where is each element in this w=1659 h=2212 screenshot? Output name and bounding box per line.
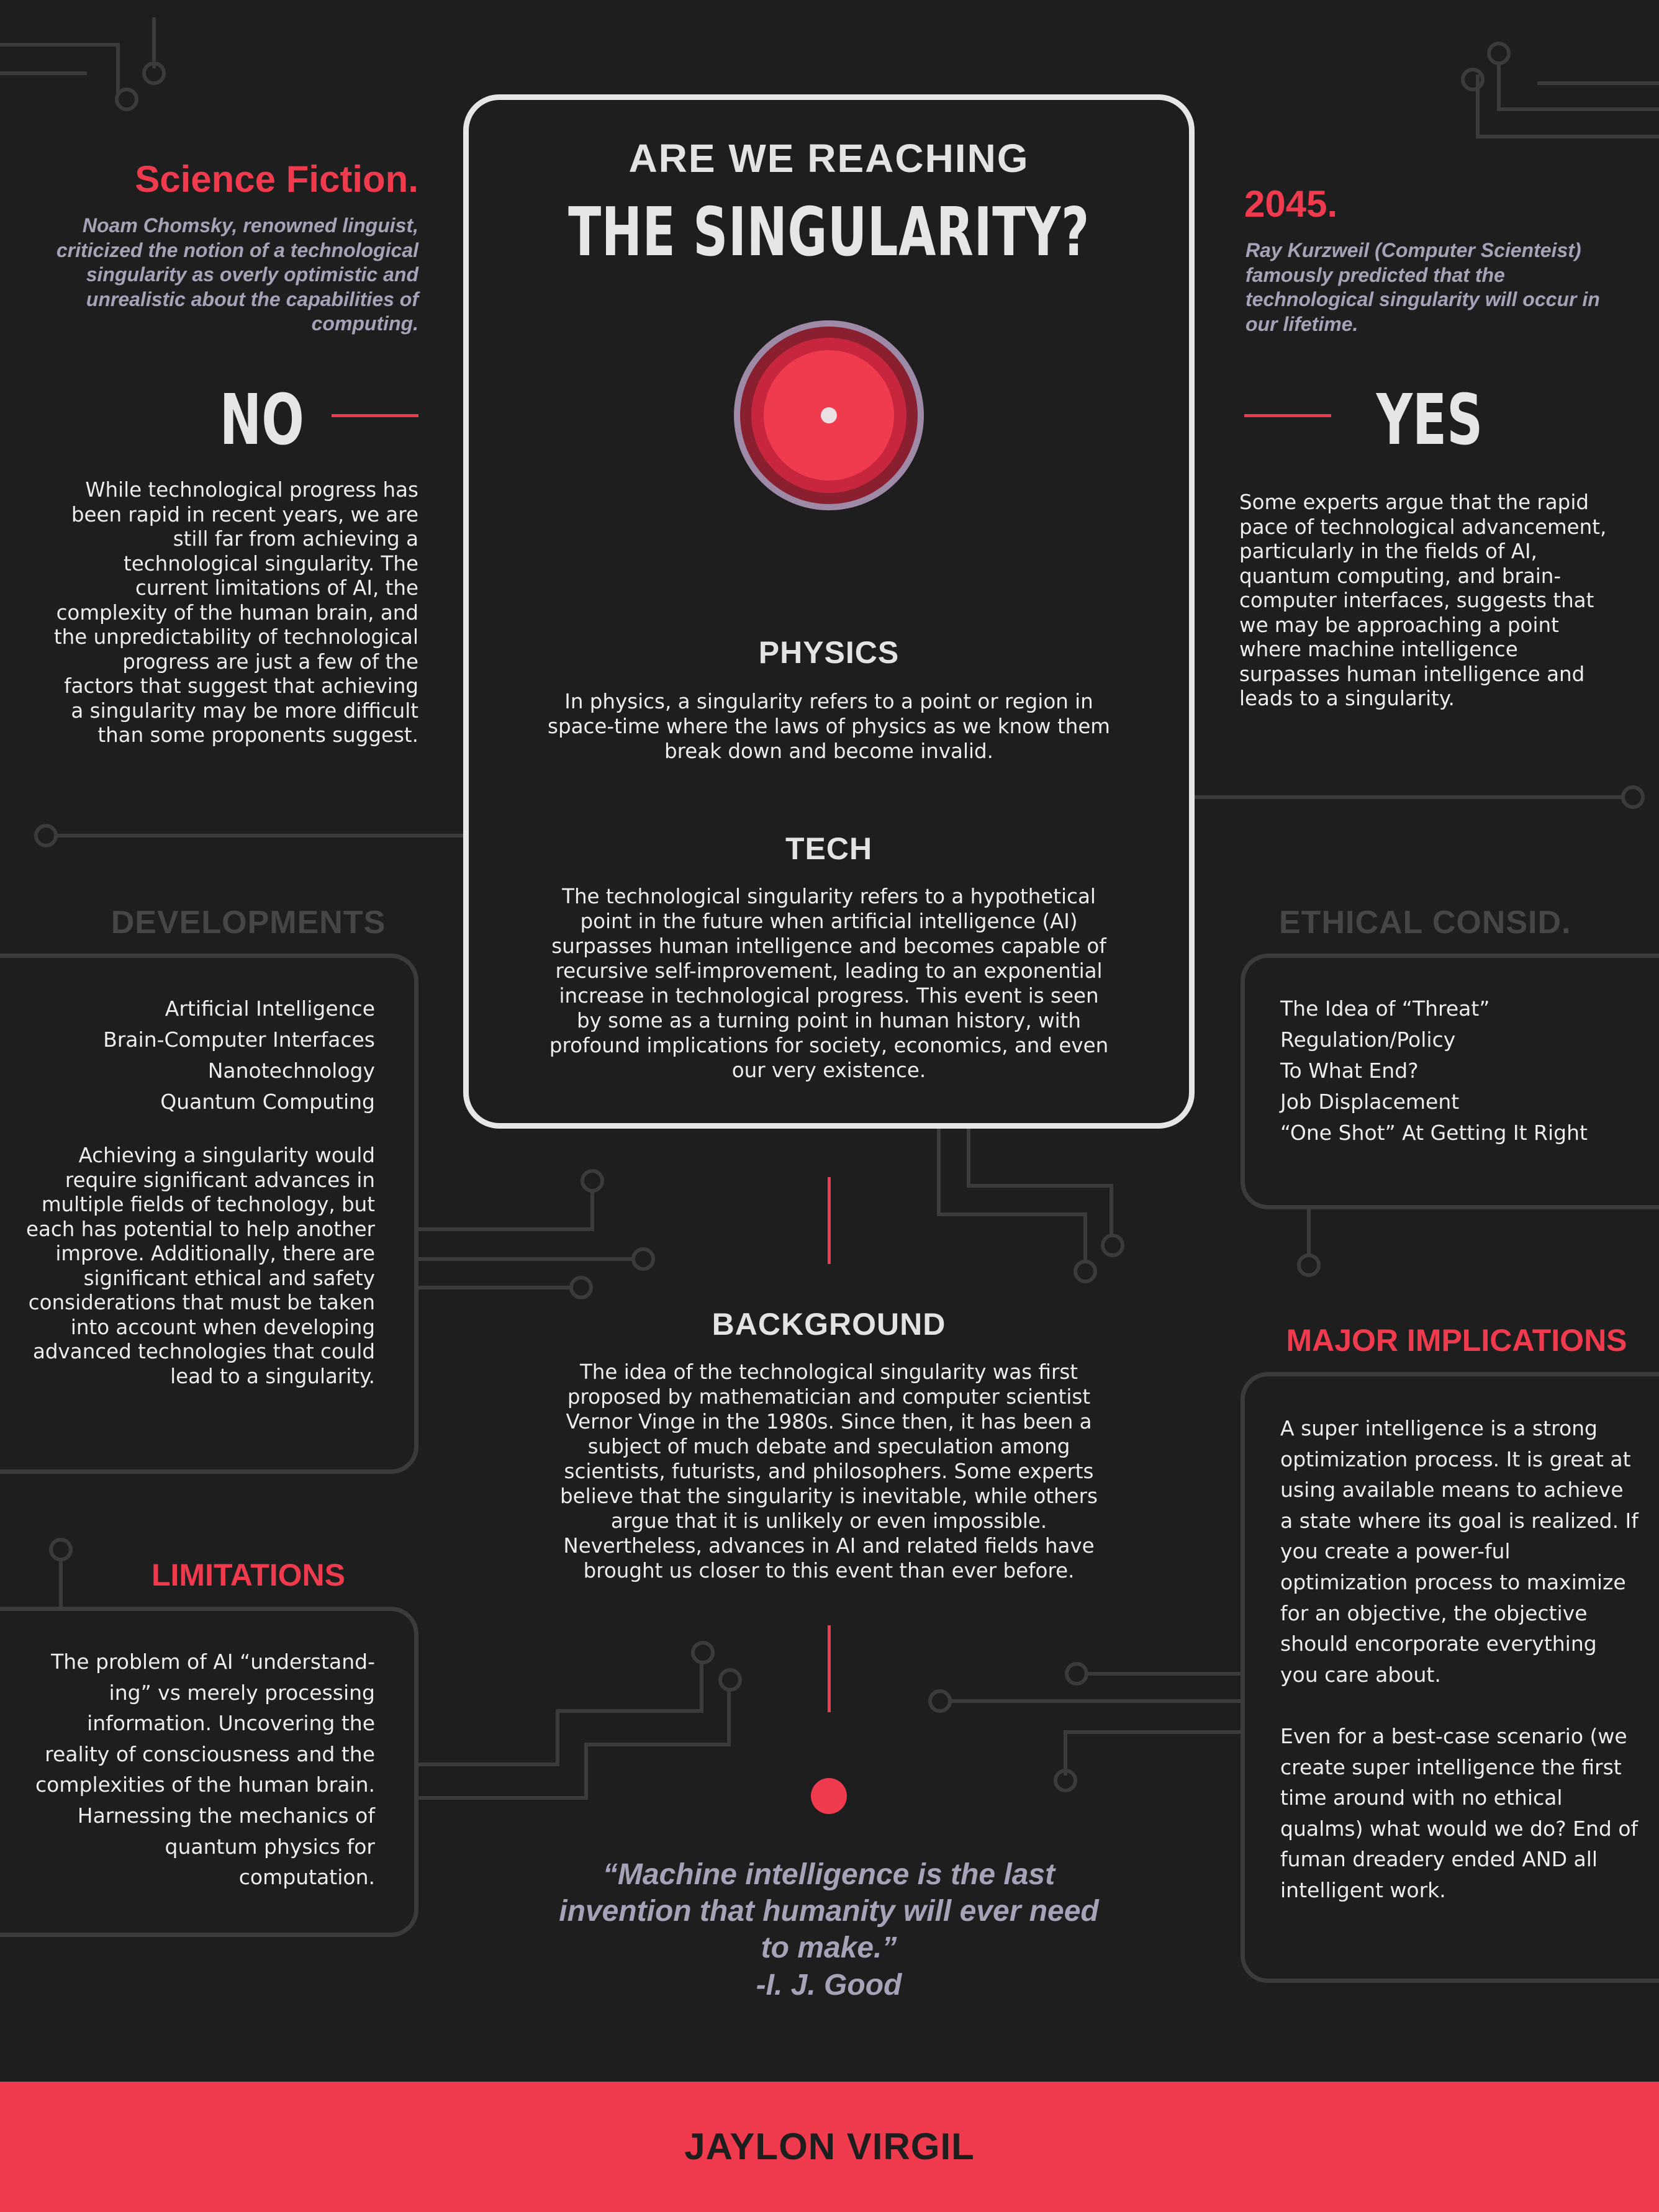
year-2045-heading: 2045. (1244, 183, 1338, 225)
red-dot-icon (811, 1778, 847, 1814)
limitations-heading: LIMITATIONS (151, 1558, 345, 1592)
background-divider-bottom (828, 1625, 831, 1712)
list-item: Artificial Intelligence (165, 996, 375, 1021)
limitations-body: The problem of AI “understand-ing” vs me… (35, 1650, 375, 1890)
ethical-panel (1241, 954, 1659, 1209)
tech-heading: TECH (785, 831, 873, 866)
physics-heading: PHYSICS (758, 635, 900, 670)
implications-panel (1241, 1372, 1659, 1983)
implications-body-1: A super intelligence is a strong optimiz… (1280, 1416, 1639, 1687)
yes-body: Some experts argue that the rapid pace o… (1239, 490, 1607, 710)
implications-heading: MAJOR IMPLICATIONS (1286, 1323, 1627, 1358)
science-fiction-heading: Science Fiction. (135, 158, 418, 200)
list-item: “One Shot” At Getting It Right (1280, 1121, 1588, 1145)
list-item: Nanotechnology (207, 1059, 375, 1083)
list-item: Quantum Computing (160, 1090, 375, 1114)
list-item: Job Displacement (1280, 1090, 1460, 1114)
limitations-panel (0, 1607, 418, 1937)
background-divider-top (828, 1177, 831, 1264)
background-heading: BACKGROUND (712, 1307, 946, 1342)
ethical-list: The Idea of “Threat” Regulation/Policy T… (1280, 993, 1653, 1149)
background-body: The idea of the technological singularit… (560, 1360, 1098, 1582)
no-body: While technological progress has been ra… (53, 478, 418, 747)
kurzweil-quote: Ray Kurzweil (Computer Scienteist) famou… (1245, 239, 1600, 335)
developments-body: Achieving a singularity would require si… (25, 1144, 375, 1388)
header-kicker: ARE WE REACHING (628, 136, 1029, 181)
list-item: The Idea of “Threat” (1280, 996, 1490, 1021)
chomsky-quote: Noam Chomsky, renowned linguist, critici… (56, 214, 418, 335)
list-item: Brain-Computer Interfaces (103, 1027, 375, 1052)
tech-body: The technological singularity refers to … (549, 885, 1109, 1082)
page-title: THE SINGULARITY? (568, 194, 1090, 271)
yes-verdict: YES (1376, 380, 1483, 461)
ethical-heading: ETHICAL CONSID. (1279, 905, 1571, 941)
hal-eye-pupil (821, 407, 837, 423)
good-quote: “Machine intelligence is the last invent… (559, 1858, 1099, 1964)
implications-body-2: Even for a best-case scenario (we create… (1280, 1724, 1639, 1902)
central-card (463, 94, 1195, 1129)
developments-heading: DEVELOPMENTS (111, 905, 386, 941)
developments-panel (0, 954, 418, 1474)
author-name: JAYLON VIRGIL (684, 2126, 975, 2167)
no-verdict: NO (219, 380, 304, 461)
yes-divider (1244, 414, 1331, 417)
footer-bar (0, 2082, 1659, 2212)
developments-list: Artificial Intelligence Brain-Computer I… (37, 993, 375, 1117)
physics-body: In physics, a singularity refers to a po… (548, 690, 1110, 763)
no-divider (332, 414, 418, 417)
list-item: To What End? (1280, 1059, 1419, 1083)
list-item: Regulation/Policy (1280, 1027, 1456, 1052)
quote-author: -I. J. Good (756, 1969, 902, 2002)
